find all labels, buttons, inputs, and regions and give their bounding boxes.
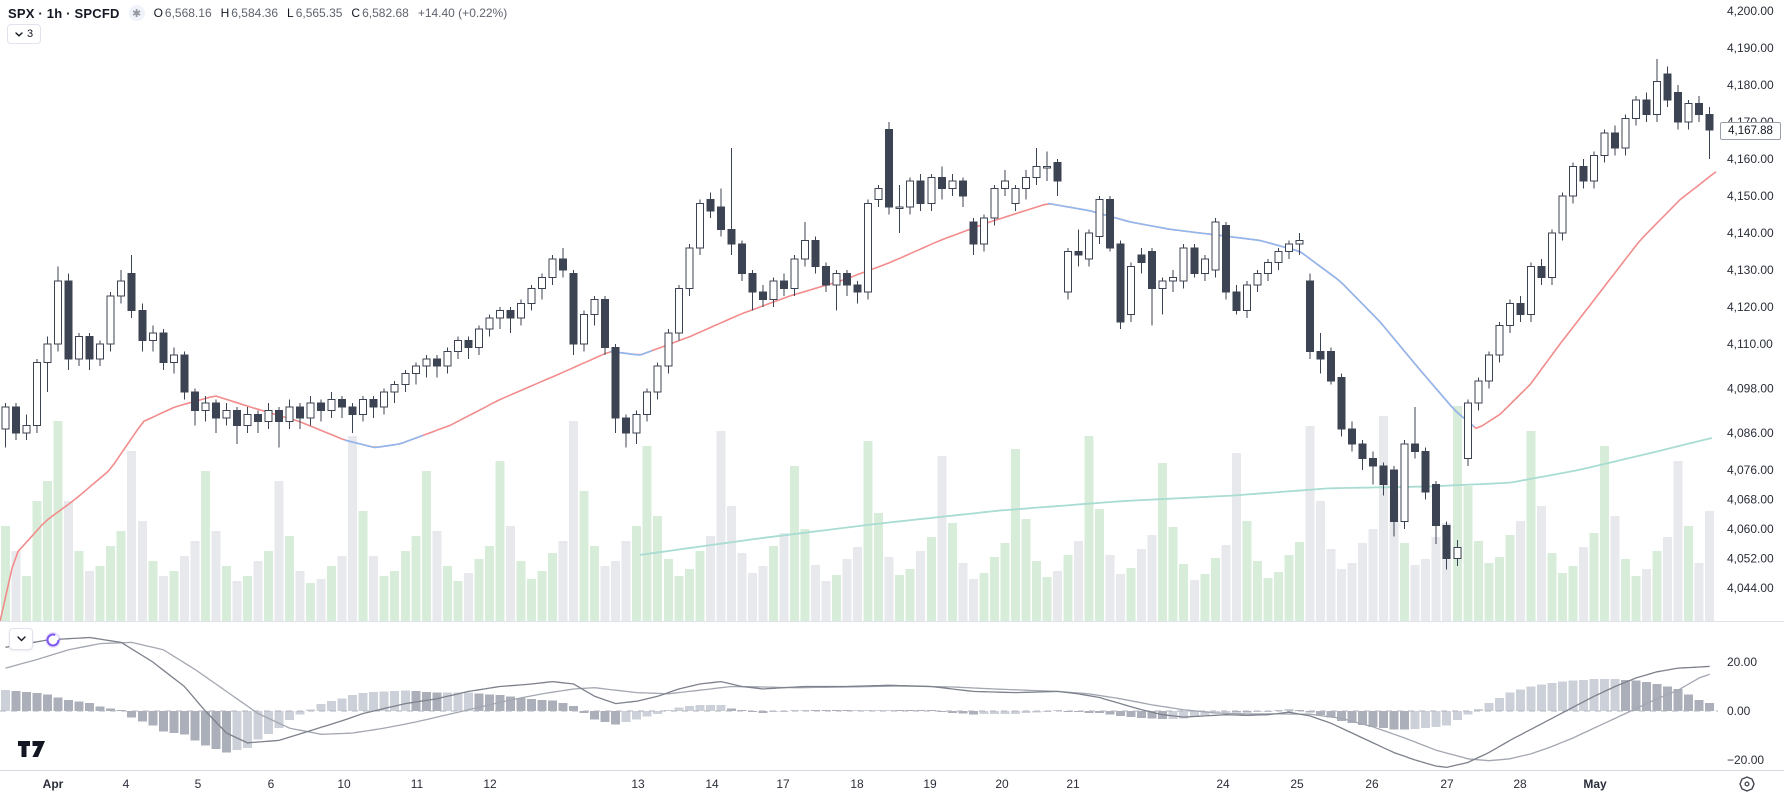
svg-text:18: 18 xyxy=(850,777,864,791)
legend-collapse-button[interactable]: 3 xyxy=(7,24,42,44)
svg-text:May: May xyxy=(1583,777,1607,791)
change-value: +14.40 (+0.22%) xyxy=(417,6,508,20)
chevron-down-icon xyxy=(16,636,26,642)
svg-text:27: 27 xyxy=(1440,777,1454,791)
svg-text:12: 12 xyxy=(483,777,497,791)
svg-text:4,068.00: 4,068.00 xyxy=(1727,492,1774,506)
svg-text:17: 17 xyxy=(776,777,790,791)
high-value: H 6,584.36 xyxy=(220,6,279,20)
svg-text:4,180.00: 4,180.00 xyxy=(1727,78,1774,92)
svg-text:20.00: 20.00 xyxy=(1727,655,1757,669)
svg-text:4,160.00: 4,160.00 xyxy=(1727,152,1774,166)
chevron-down-icon xyxy=(15,31,23,37)
indicator-count: 3 xyxy=(27,28,34,40)
svg-text:10: 10 xyxy=(337,777,351,791)
svg-text:4,086.00: 4,086.00 xyxy=(1727,426,1774,440)
svg-text:19: 19 xyxy=(923,777,937,791)
low-value: L 6,565.35 xyxy=(287,6,343,20)
svg-text:4,140.00: 4,140.00 xyxy=(1727,226,1774,240)
symbol-header: SPX · 1h · SPCFD ✱ O 6,568.16 H 6,584.36 L… xyxy=(8,5,507,21)
market-status-icon: ✱ xyxy=(128,5,145,21)
svg-text:4,060.00: 4,060.00 xyxy=(1727,522,1774,536)
close-value: C 6,582.68 xyxy=(351,6,409,20)
open-value: O 6,568.16 xyxy=(153,6,212,20)
svg-text:13: 13 xyxy=(631,777,645,791)
svg-text:21: 21 xyxy=(1066,777,1080,791)
svg-text:4,150.00: 4,150.00 xyxy=(1727,189,1774,203)
tradingview-logo[interactable] xyxy=(16,739,52,759)
symbol-title[interactable]: SPX · 1h · SPCFD xyxy=(8,5,120,21)
svg-text:Apr: Apr xyxy=(43,777,64,791)
svg-text:25: 25 xyxy=(1290,777,1304,791)
svg-text:11: 11 xyxy=(411,777,424,791)
svg-text:4,120.00: 4,120.00 xyxy=(1727,300,1774,314)
scale-settings-icon[interactable] xyxy=(1737,774,1757,794)
svg-text:4,190.00: 4,190.00 xyxy=(1727,41,1774,55)
indicator-loading-spinner xyxy=(45,632,61,648)
svg-text:0.00: 0.00 xyxy=(1727,704,1751,718)
svg-text:4,200.00: 4,200.00 xyxy=(1727,4,1774,18)
svg-text:26: 26 xyxy=(1365,777,1379,791)
svg-text:5: 5 xyxy=(195,777,202,791)
svg-text:4: 4 xyxy=(123,777,130,791)
svg-text:4,076.00: 4,076.00 xyxy=(1727,463,1774,477)
svg-text:6: 6 xyxy=(268,777,275,791)
svg-text:14: 14 xyxy=(705,777,719,791)
svg-text:28: 28 xyxy=(1513,777,1527,791)
svg-text:20: 20 xyxy=(995,777,1009,791)
svg-text:4,130.00: 4,130.00 xyxy=(1727,263,1774,277)
svg-text:−20.00: −20.00 xyxy=(1727,753,1764,767)
svg-text:4,110.00: 4,110.00 xyxy=(1727,337,1773,351)
macd-collapse-button[interactable] xyxy=(9,628,33,650)
svg-text:4,044.00: 4,044.00 xyxy=(1727,581,1774,595)
svg-text:24: 24 xyxy=(1216,777,1230,791)
svg-text:4,052.00: 4,052.00 xyxy=(1727,552,1774,566)
svg-text:4,098.00: 4,098.00 xyxy=(1727,381,1774,395)
last-price-label: 4,167.88 xyxy=(1720,122,1781,140)
